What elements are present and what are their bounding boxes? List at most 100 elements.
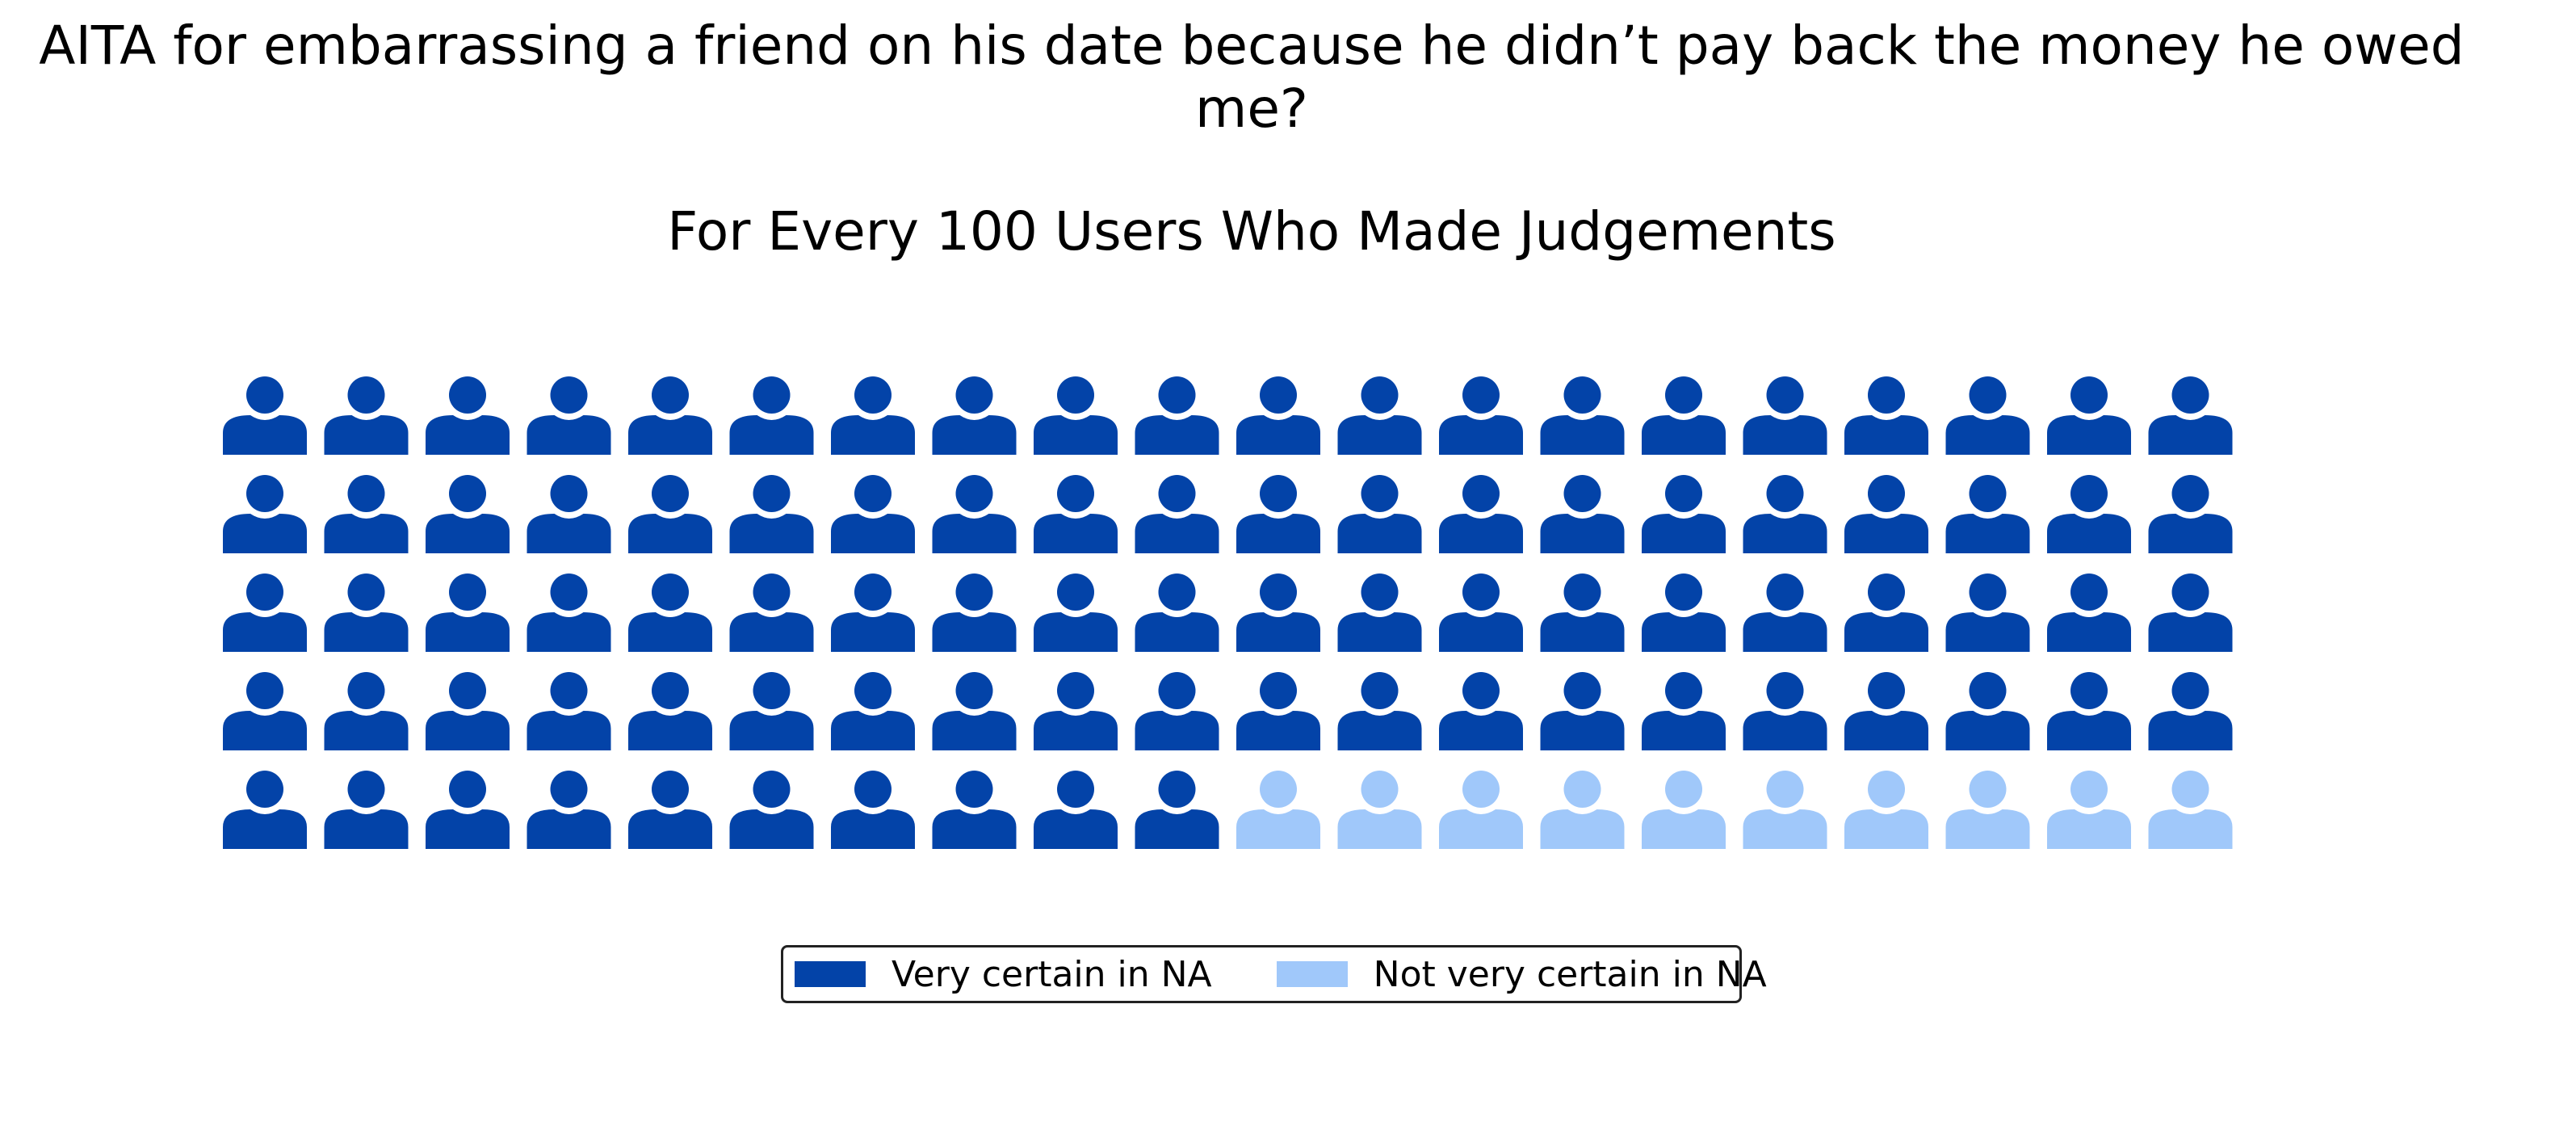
person-icon — [1135, 475, 1219, 553]
person-icon — [1642, 574, 1726, 652]
person-icon — [324, 475, 409, 553]
person-icon — [1135, 672, 1219, 750]
person-icon — [628, 376, 712, 455]
person-icon — [1034, 672, 1118, 750]
person-icon — [324, 672, 409, 750]
person-icon — [2148, 475, 2233, 553]
person-icon — [1337, 771, 1422, 849]
legend-label-very-certain: Very certain in NA — [892, 953, 1212, 995]
person-icon — [426, 771, 510, 849]
person-icon — [223, 376, 307, 455]
person-icon — [1236, 376, 1320, 455]
person-icon — [1034, 771, 1118, 849]
person-icon — [426, 475, 510, 553]
person-icon — [2047, 376, 2131, 455]
person-icon — [932, 475, 1017, 553]
person-icon — [1135, 771, 1219, 849]
person-icon — [1540, 376, 1625, 455]
person-icon — [932, 771, 1017, 849]
person-icon — [932, 574, 1017, 652]
person-icon — [1844, 574, 1928, 652]
person-icon — [527, 672, 611, 750]
legend: Very certain in NA Not very certain in N… — [781, 945, 1767, 1003]
legend-entry-not-very-certain: Not very certain in NA — [1276, 953, 1767, 995]
person-icon — [628, 771, 712, 849]
person-icon — [1034, 376, 1118, 455]
person-icon — [324, 574, 409, 652]
person-icon — [729, 574, 814, 652]
person-icon — [2148, 771, 2233, 849]
legend-swatch-not-very-certain — [1276, 961, 1348, 987]
person-icon — [831, 376, 915, 455]
person-icon — [1135, 574, 1219, 652]
person-icon — [628, 475, 712, 553]
person-icon — [729, 475, 814, 553]
person-icon — [1540, 574, 1625, 652]
person-icon — [1945, 376, 2030, 455]
person-icon — [1439, 574, 1523, 652]
person-icon — [1540, 771, 1625, 849]
person-icon — [1236, 574, 1320, 652]
person-icon — [426, 376, 510, 455]
person-icon — [729, 376, 814, 455]
person-icon — [223, 672, 307, 750]
legend-label-not-very-certain: Not very certain in NA — [1373, 953, 1767, 995]
person-icon — [1135, 376, 1219, 455]
person-icon — [1642, 376, 1726, 455]
person-icon — [729, 672, 814, 750]
person-icon — [1642, 672, 1726, 750]
person-icon — [1034, 475, 1118, 553]
person-icon — [1743, 475, 1827, 553]
person-icon — [527, 771, 611, 849]
person-icon — [1034, 574, 1118, 652]
legend-swatch-very-certain — [795, 961, 866, 987]
person-icon — [324, 771, 409, 849]
person-icon — [1540, 672, 1625, 750]
person-icon — [1844, 771, 1928, 849]
person-icon — [527, 376, 611, 455]
person-icon — [831, 672, 915, 750]
person-icon — [1743, 771, 1827, 849]
person-icon — [1844, 672, 1928, 750]
person-icon — [1844, 475, 1928, 553]
person-icon — [1236, 771, 1320, 849]
person-icon — [1439, 672, 1523, 750]
legend-entry-very-certain: Very certain in NA — [795, 954, 1212, 995]
person-icon — [2047, 475, 2131, 553]
person-icon — [223, 771, 307, 849]
person-icon — [223, 574, 307, 652]
chart-subtitle: For Every 100 Users Who Made Judgements — [667, 200, 1836, 263]
person-icon — [831, 771, 915, 849]
person-icon — [426, 574, 510, 652]
person-icon — [1439, 376, 1523, 455]
person-icon — [1743, 574, 1827, 652]
person-icon — [1236, 475, 1320, 553]
person-icon — [2148, 376, 2233, 455]
person-icon — [1439, 475, 1523, 553]
person-icon — [223, 475, 307, 553]
person-icon — [1844, 376, 1928, 455]
person-icon — [932, 376, 1017, 455]
person-icon — [1743, 672, 1827, 750]
person-icon — [527, 475, 611, 553]
person-icon — [2148, 672, 2233, 750]
person-icon — [628, 574, 712, 652]
person-icon — [729, 771, 814, 849]
person-icon — [932, 672, 1017, 750]
person-icon — [1642, 475, 1726, 553]
person-icon — [2047, 574, 2131, 652]
person-icon — [324, 376, 409, 455]
person-icon — [1439, 771, 1523, 849]
person-icon — [1540, 475, 1625, 553]
person-icon — [2148, 574, 2233, 652]
chart-title: AITA for embarrassing a friend on his da… — [39, 15, 2465, 140]
person-icon — [1743, 376, 1827, 455]
person-icon — [628, 672, 712, 750]
person-icon — [1337, 475, 1422, 553]
person-icon — [831, 574, 915, 652]
person-icon — [1945, 771, 2030, 849]
person-icon — [1945, 475, 2030, 553]
person-icon — [2047, 771, 2131, 849]
person-icon — [1945, 672, 2030, 750]
